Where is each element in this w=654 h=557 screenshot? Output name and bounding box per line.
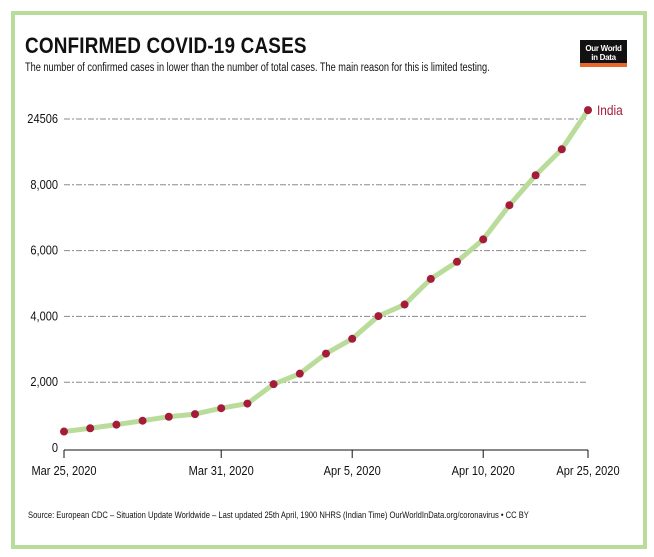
data-point <box>138 416 147 425</box>
data-point <box>557 145 566 154</box>
data-point <box>479 235 488 244</box>
data-point <box>60 427 68 436</box>
x-tick-label: Mar 31, 2020 <box>189 463 254 478</box>
data-point <box>295 369 304 378</box>
chart-subtitle: The number of confirmed cases in lower t… <box>25 62 490 74</box>
chart-frame <box>11 11 647 549</box>
y-tick-label: 6,000 <box>30 243 58 258</box>
data-point <box>86 424 95 433</box>
chart-title: CONFIRMED COVID-19 CASES <box>25 33 307 58</box>
data-point <box>112 420 121 429</box>
data-point <box>217 404 226 413</box>
data-point <box>505 201 514 210</box>
y-tick-label: 8,000 <box>30 177 58 192</box>
data-point <box>374 312 383 321</box>
source-note: Source: European CDC – Situation Update … <box>28 510 529 521</box>
data-point <box>348 334 357 343</box>
data-point <box>191 410 199 419</box>
data-point <box>453 257 461 266</box>
logo-line-2: in Data <box>591 53 616 62</box>
y-tick-label: 4,000 <box>30 309 58 324</box>
data-point <box>269 380 278 389</box>
x-tick-label: Apr 25, 2020 <box>556 463 619 478</box>
x-tick-label: Mar 25, 2020 <box>31 463 96 478</box>
series-label-india: India <box>597 102 624 118</box>
logo-line-1: Our World <box>585 44 622 53</box>
y-tick-label: 2,000 <box>30 374 58 389</box>
our-world-in-data-logo: Our World in Data <box>580 40 627 67</box>
data-point <box>531 171 540 180</box>
series-line-india <box>61 107 591 435</box>
data-point <box>243 399 252 408</box>
x-tick-label: Apr 10, 2020 <box>452 463 515 478</box>
y-tick-label: 24506 <box>27 111 58 126</box>
data-point <box>426 274 435 283</box>
y-tick-label: 0 <box>52 440 58 455</box>
data-point <box>322 349 330 358</box>
data-point <box>164 412 173 421</box>
data-point <box>400 300 409 309</box>
data-point <box>584 106 592 115</box>
x-tick-label: Apr 5, 2020 <box>324 463 381 478</box>
